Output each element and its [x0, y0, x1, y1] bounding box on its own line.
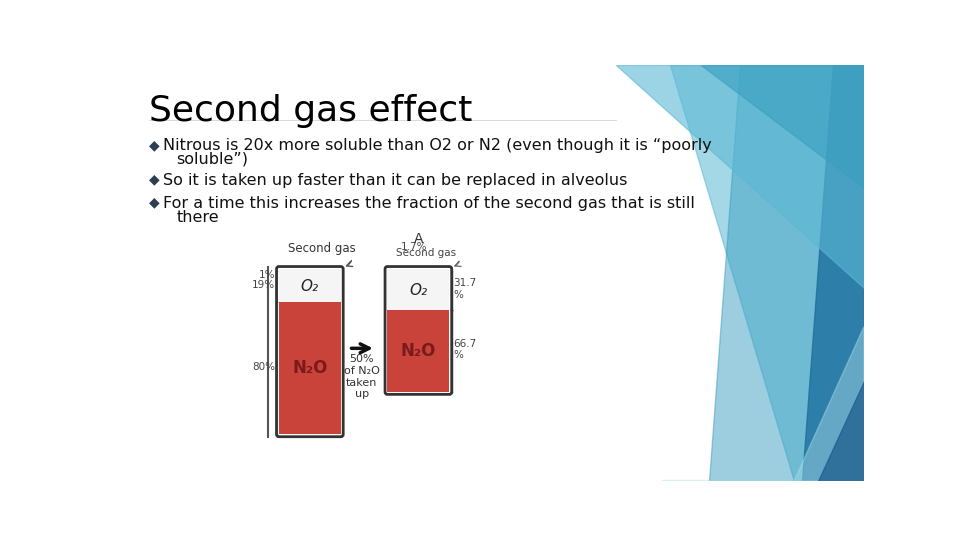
- Text: 1%: 1%: [258, 269, 275, 280]
- Text: O₂: O₂: [300, 279, 319, 294]
- Text: 19%: 19%: [252, 280, 275, 289]
- Polygon shape: [670, 65, 864, 481]
- Text: Second gas: Second gas: [288, 242, 355, 255]
- Text: 66.7
%: 66.7 %: [453, 339, 476, 360]
- Text: ◆: ◆: [149, 138, 159, 152]
- Text: O₂: O₂: [409, 283, 427, 298]
- Bar: [388, 310, 449, 392]
- Polygon shape: [802, 65, 864, 481]
- Text: soluble”): soluble”): [177, 152, 249, 167]
- Text: ◆: ◆: [149, 195, 159, 210]
- Text: there: there: [177, 210, 219, 225]
- Bar: [388, 271, 449, 310]
- Text: 1.7%: 1.7%: [401, 242, 428, 252]
- Polygon shape: [709, 65, 864, 481]
- Bar: [278, 271, 341, 302]
- Text: For a time this increases the fraction of the second gas that is still: For a time this increases the fraction o…: [162, 195, 694, 211]
- Polygon shape: [818, 381, 864, 481]
- Polygon shape: [701, 65, 864, 188]
- Text: N₂O: N₂O: [400, 342, 436, 360]
- Bar: [278, 269, 341, 271]
- Bar: [388, 269, 449, 271]
- Polygon shape: [616, 65, 864, 288]
- Text: N₂O: N₂O: [292, 359, 327, 377]
- Text: ◆: ◆: [149, 173, 159, 187]
- Text: Second gas: Second gas: [396, 248, 456, 258]
- Text: 80%: 80%: [252, 362, 275, 372]
- Text: 31.7
%: 31.7 %: [453, 278, 476, 300]
- Text: So it is taken up faster than it can be replaced in alveolus: So it is taken up faster than it can be …: [162, 173, 627, 187]
- Text: Nitrous is 20x more soluble than O2 or N2 (even though it is “poorly: Nitrous is 20x more soluble than O2 or N…: [162, 138, 711, 153]
- Text: A: A: [414, 232, 423, 246]
- Text: 50%
of N₂O
taken
up: 50% of N₂O taken up: [344, 354, 380, 399]
- Bar: [278, 302, 341, 434]
- Polygon shape: [662, 327, 864, 481]
- Text: Second gas effect: Second gas effect: [150, 94, 473, 128]
